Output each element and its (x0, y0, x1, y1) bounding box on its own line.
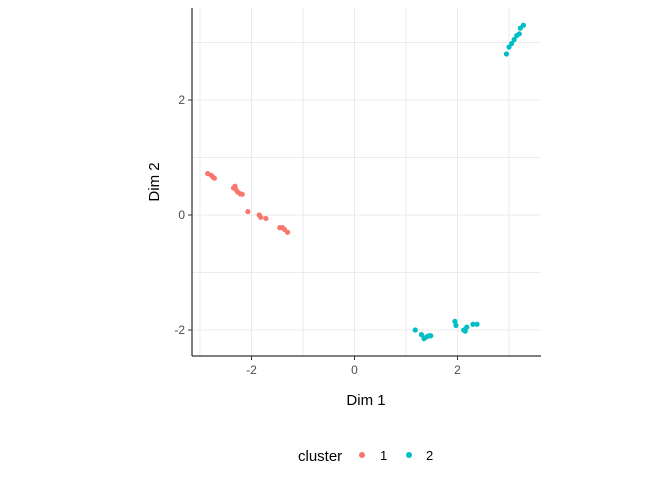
data-point-cluster-2 (418, 332, 425, 338)
data-points (205, 22, 527, 342)
x-tick-label: 0 (351, 363, 358, 377)
data-point-cluster-2 (503, 51, 510, 57)
data-point-cluster-2 (520, 22, 527, 28)
y-tick-label: 2 (178, 93, 185, 107)
tick-marks: -2 0 2 -2 0 2 (174, 93, 461, 377)
legend-key-cluster-2 (406, 452, 412, 458)
data-point-cluster-2 (474, 321, 480, 327)
data-point-cluster-2 (516, 31, 522, 37)
data-point-cluster-2 (453, 322, 459, 328)
legend-label-cluster-2: 2 (426, 448, 433, 463)
legend-title: cluster (298, 448, 342, 465)
data-point-cluster-1 (284, 229, 291, 235)
legend: cluster 1 2 (298, 448, 433, 465)
data-point-cluster-1 (245, 208, 251, 215)
legend-label-cluster-1: 1 (380, 448, 387, 463)
x-tick-label: -2 (246, 363, 257, 377)
data-point-cluster-2 (462, 328, 468, 334)
data-point-cluster-2 (452, 318, 458, 324)
grid-lines (192, 8, 541, 356)
data-point-cluster-1 (258, 214, 264, 220)
data-point-cluster-2 (464, 324, 470, 330)
y-axis-title: Dim 2 (146, 162, 163, 201)
axes (191, 8, 541, 357)
data-point-cluster-1 (211, 175, 218, 181)
x-tick-label: 2 (454, 363, 461, 377)
data-point-cluster-2 (412, 327, 418, 333)
data-point-cluster-1 (263, 215, 269, 222)
data-point-cluster-2 (511, 37, 517, 43)
y-tick-label: 0 (178, 208, 185, 222)
data-point-cluster-2 (508, 41, 515, 47)
data-point-cluster-2 (470, 321, 476, 327)
data-point-cluster-1 (239, 191, 245, 197)
x-axis-title: Dim 1 (346, 392, 385, 409)
y-tick-label: -2 (174, 323, 185, 337)
legend-key-cluster-1 (359, 452, 365, 458)
data-point-cluster-2 (428, 333, 434, 339)
